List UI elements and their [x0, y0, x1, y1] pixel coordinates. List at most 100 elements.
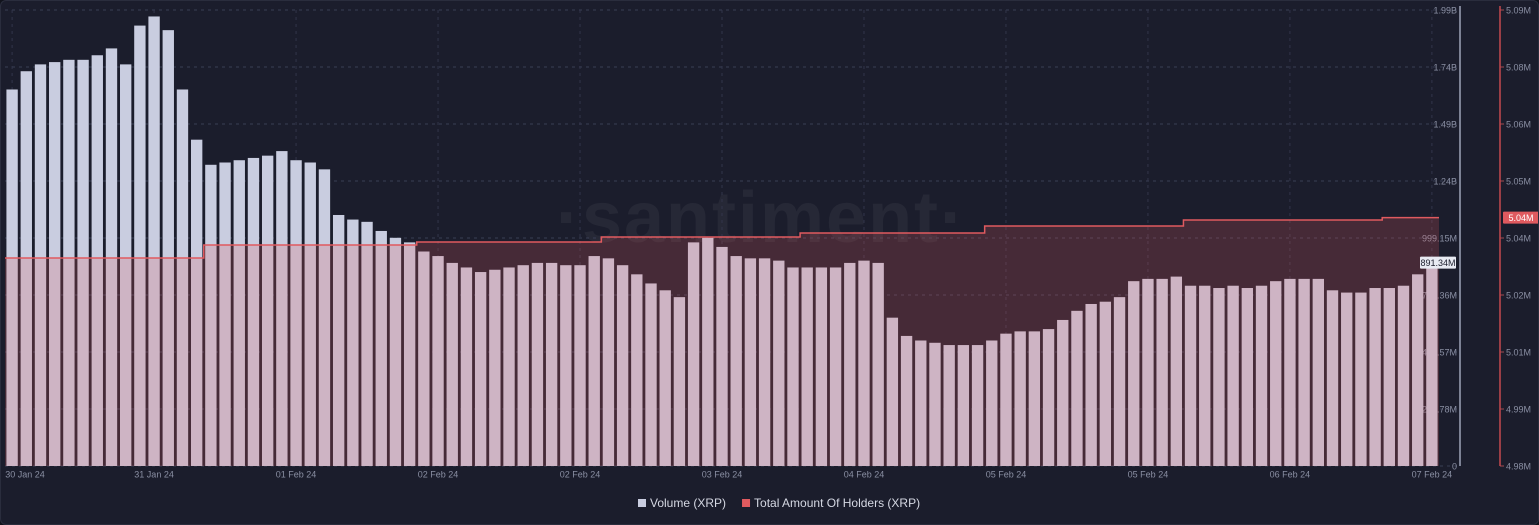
- volume-bar: [801, 267, 813, 466]
- volume-bar: [1128, 281, 1140, 466]
- volume-bar: [943, 345, 955, 466]
- volume-bar: [574, 265, 586, 466]
- volume-bar: [105, 48, 118, 466]
- volume-bar: [1184, 285, 1197, 466]
- value-label: 891.34M: [1420, 258, 1455, 268]
- volume-bar: [886, 317, 899, 466]
- volume-bar: [1071, 310, 1083, 466]
- volume-bar: [304, 162, 316, 466]
- volume-bar: [1199, 285, 1211, 466]
- volume-bar: [1426, 262, 1438, 466]
- volume-bar: [1227, 285, 1239, 466]
- volume-bar: [1270, 281, 1282, 466]
- y2-tick-label: 5.08M: [1506, 62, 1531, 72]
- volume-bar: [631, 274, 643, 466]
- volume-bar: [844, 262, 856, 466]
- volume-bar: [489, 269, 501, 466]
- y2-tick-label: 5.02M: [1506, 290, 1531, 300]
- volume-bar: [1113, 297, 1126, 466]
- x-tick-label: 05 Feb 24: [986, 469, 1027, 479]
- volume-bar: [77, 59, 89, 467]
- volume-bar: [829, 267, 842, 466]
- volume-bar: [176, 89, 189, 466]
- y-tick-label: 249.78M: [1422, 404, 1457, 414]
- volume-bar: [971, 345, 984, 466]
- volume-bar: [957, 345, 970, 466]
- volume-bar: [915, 340, 927, 466]
- x-tick-label: 07 Feb 24: [1412, 469, 1453, 479]
- value-label-bg: [1503, 211, 1538, 224]
- volume-bar: [162, 30, 174, 467]
- volume-bar: [403, 242, 416, 466]
- y-tick-label: 1.74B: [1433, 62, 1457, 72]
- y-tick-label: 1.49B: [1433, 119, 1457, 129]
- volume-bar: [418, 251, 430, 466]
- volume-bar: [290, 160, 302, 466]
- x-tick-label: 30 Jan 24: [5, 469, 45, 479]
- volume-bar: [1341, 292, 1353, 466]
- volume-bar: [432, 256, 444, 466]
- legend-swatch: [742, 499, 751, 507]
- x-tick-label: 02 Feb 24: [560, 469, 601, 479]
- volume-bar: [318, 169, 331, 466]
- volume-bar: [1099, 301, 1112, 466]
- volume-bar: [616, 265, 629, 466]
- y-tick-label: 1.24B: [1433, 176, 1457, 186]
- volume-bar: [1142, 278, 1154, 466]
- volume-bar: [1213, 288, 1225, 466]
- legend-swatch: [638, 499, 646, 507]
- volume-bar: [900, 335, 913, 466]
- volume-bar: [276, 151, 288, 466]
- volume-bar: [1057, 319, 1069, 466]
- y2-tick-label: 5.09M: [1506, 5, 1531, 15]
- volume-bar: [6, 89, 18, 466]
- volume-bar: [247, 157, 260, 466]
- volume-bar: [588, 256, 600, 466]
- volume-bar: [517, 265, 529, 466]
- legend-label: Total Amount Of Holders (XRP): [754, 496, 920, 510]
- volume-bar: [1255, 285, 1268, 466]
- volume-bar: [773, 260, 785, 466]
- volume-bar: [1312, 278, 1324, 466]
- x-tick-label: 31 Jan 24: [134, 469, 174, 479]
- watermark: ·santiment·: [556, 178, 966, 258]
- volume-bar: [134, 25, 146, 466]
- volume-bar: [233, 160, 245, 466]
- volume-bar: [503, 267, 515, 466]
- volume-bar: [1412, 274, 1424, 466]
- y-tick-label: 499.57M: [1422, 347, 1457, 357]
- x-tick-label: 02 Feb 24: [418, 469, 459, 479]
- volume-bar: [1397, 285, 1410, 466]
- x-tick-label: 05 Feb 24: [1128, 469, 1169, 479]
- volume-bar: [716, 246, 728, 466]
- volume-bar: [645, 283, 657, 466]
- holders-area: [5, 217, 1439, 466]
- volume-bar: [446, 262, 458, 466]
- volume-bar: [49, 62, 61, 467]
- volume-bar: [1241, 288, 1254, 466]
- volume-bar: [91, 55, 103, 466]
- volume-bar: [1000, 333, 1012, 466]
- volume-bar: [34, 64, 47, 467]
- y2-tick-label: 4.98M: [1506, 461, 1531, 471]
- volume-bar: [1284, 278, 1296, 466]
- volume-bar: [1298, 278, 1310, 466]
- y-tick-label: 999.15M: [1422, 233, 1457, 243]
- y2-tick-label: 5.05M: [1506, 176, 1531, 186]
- volume-bar: [929, 342, 941, 466]
- volume-bar: [1156, 278, 1168, 466]
- y-tick-label: 0: [1452, 461, 1457, 471]
- volume-bar: [205, 164, 217, 467]
- volume-bar: [261, 155, 274, 466]
- value-label: 5.04M: [1508, 213, 1533, 223]
- volume-bar: [986, 340, 998, 466]
- volume-bar: [332, 214, 345, 466]
- legend-label: Volume (XRP): [650, 496, 726, 510]
- volume-bar: [1028, 331, 1041, 466]
- volume-bar: [858, 260, 870, 466]
- volume-bar: [347, 219, 359, 466]
- volume-bar: [787, 267, 799, 466]
- volume-bar: [730, 256, 742, 466]
